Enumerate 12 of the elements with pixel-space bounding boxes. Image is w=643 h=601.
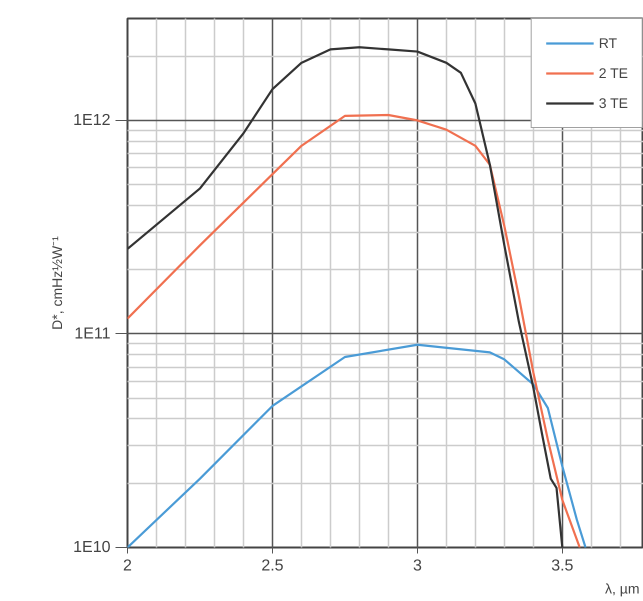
x-tick-label: 2.5 bbox=[261, 558, 284, 574]
x-axis-title: λ, µm bbox=[604, 580, 640, 596]
legend-label: 3 TE bbox=[598, 95, 628, 111]
x-tick-label: 3.5 bbox=[551, 558, 574, 574]
y-tick-label: 1E10 bbox=[73, 539, 111, 556]
y-tick-label: 1E11 bbox=[74, 325, 111, 342]
legend-label: RT bbox=[598, 35, 618, 51]
y-axis-title: D*, cmHz½W⁻¹ bbox=[49, 236, 66, 330]
x-tick-label: 3 bbox=[412, 558, 422, 574]
legend-label: 2 TE bbox=[598, 65, 628, 81]
y-tick-label: 1E12 bbox=[73, 112, 111, 129]
x-tick-label: 2 bbox=[123, 558, 132, 574]
